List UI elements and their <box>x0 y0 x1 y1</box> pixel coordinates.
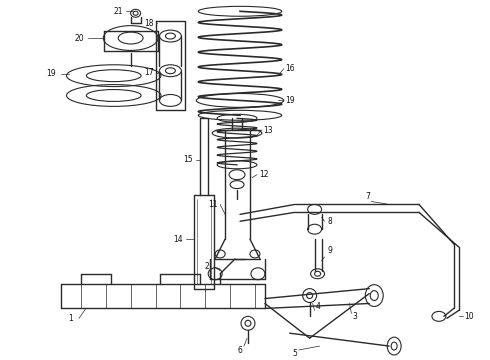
Text: 7: 7 <box>365 192 370 201</box>
Text: 8: 8 <box>327 217 332 226</box>
Text: 16: 16 <box>285 64 294 73</box>
Text: 10: 10 <box>464 312 473 321</box>
Text: 20: 20 <box>74 33 84 42</box>
Text: 21: 21 <box>114 7 123 16</box>
Text: 19: 19 <box>46 69 56 78</box>
Text: 5: 5 <box>292 348 297 357</box>
Text: 3: 3 <box>352 312 357 321</box>
Text: 6: 6 <box>238 346 243 355</box>
Text: 1: 1 <box>69 314 74 323</box>
Text: 18: 18 <box>144 19 153 28</box>
Text: 13: 13 <box>263 126 272 135</box>
Text: 15: 15 <box>184 156 193 165</box>
Text: 12: 12 <box>259 170 269 179</box>
Ellipse shape <box>133 11 138 15</box>
Text: 2: 2 <box>205 262 210 271</box>
Text: 9: 9 <box>327 247 332 256</box>
Text: 4: 4 <box>315 302 320 311</box>
Text: 14: 14 <box>173 235 183 244</box>
Text: 11: 11 <box>208 200 218 209</box>
Text: 17: 17 <box>144 68 153 77</box>
Text: 19: 19 <box>285 96 294 105</box>
